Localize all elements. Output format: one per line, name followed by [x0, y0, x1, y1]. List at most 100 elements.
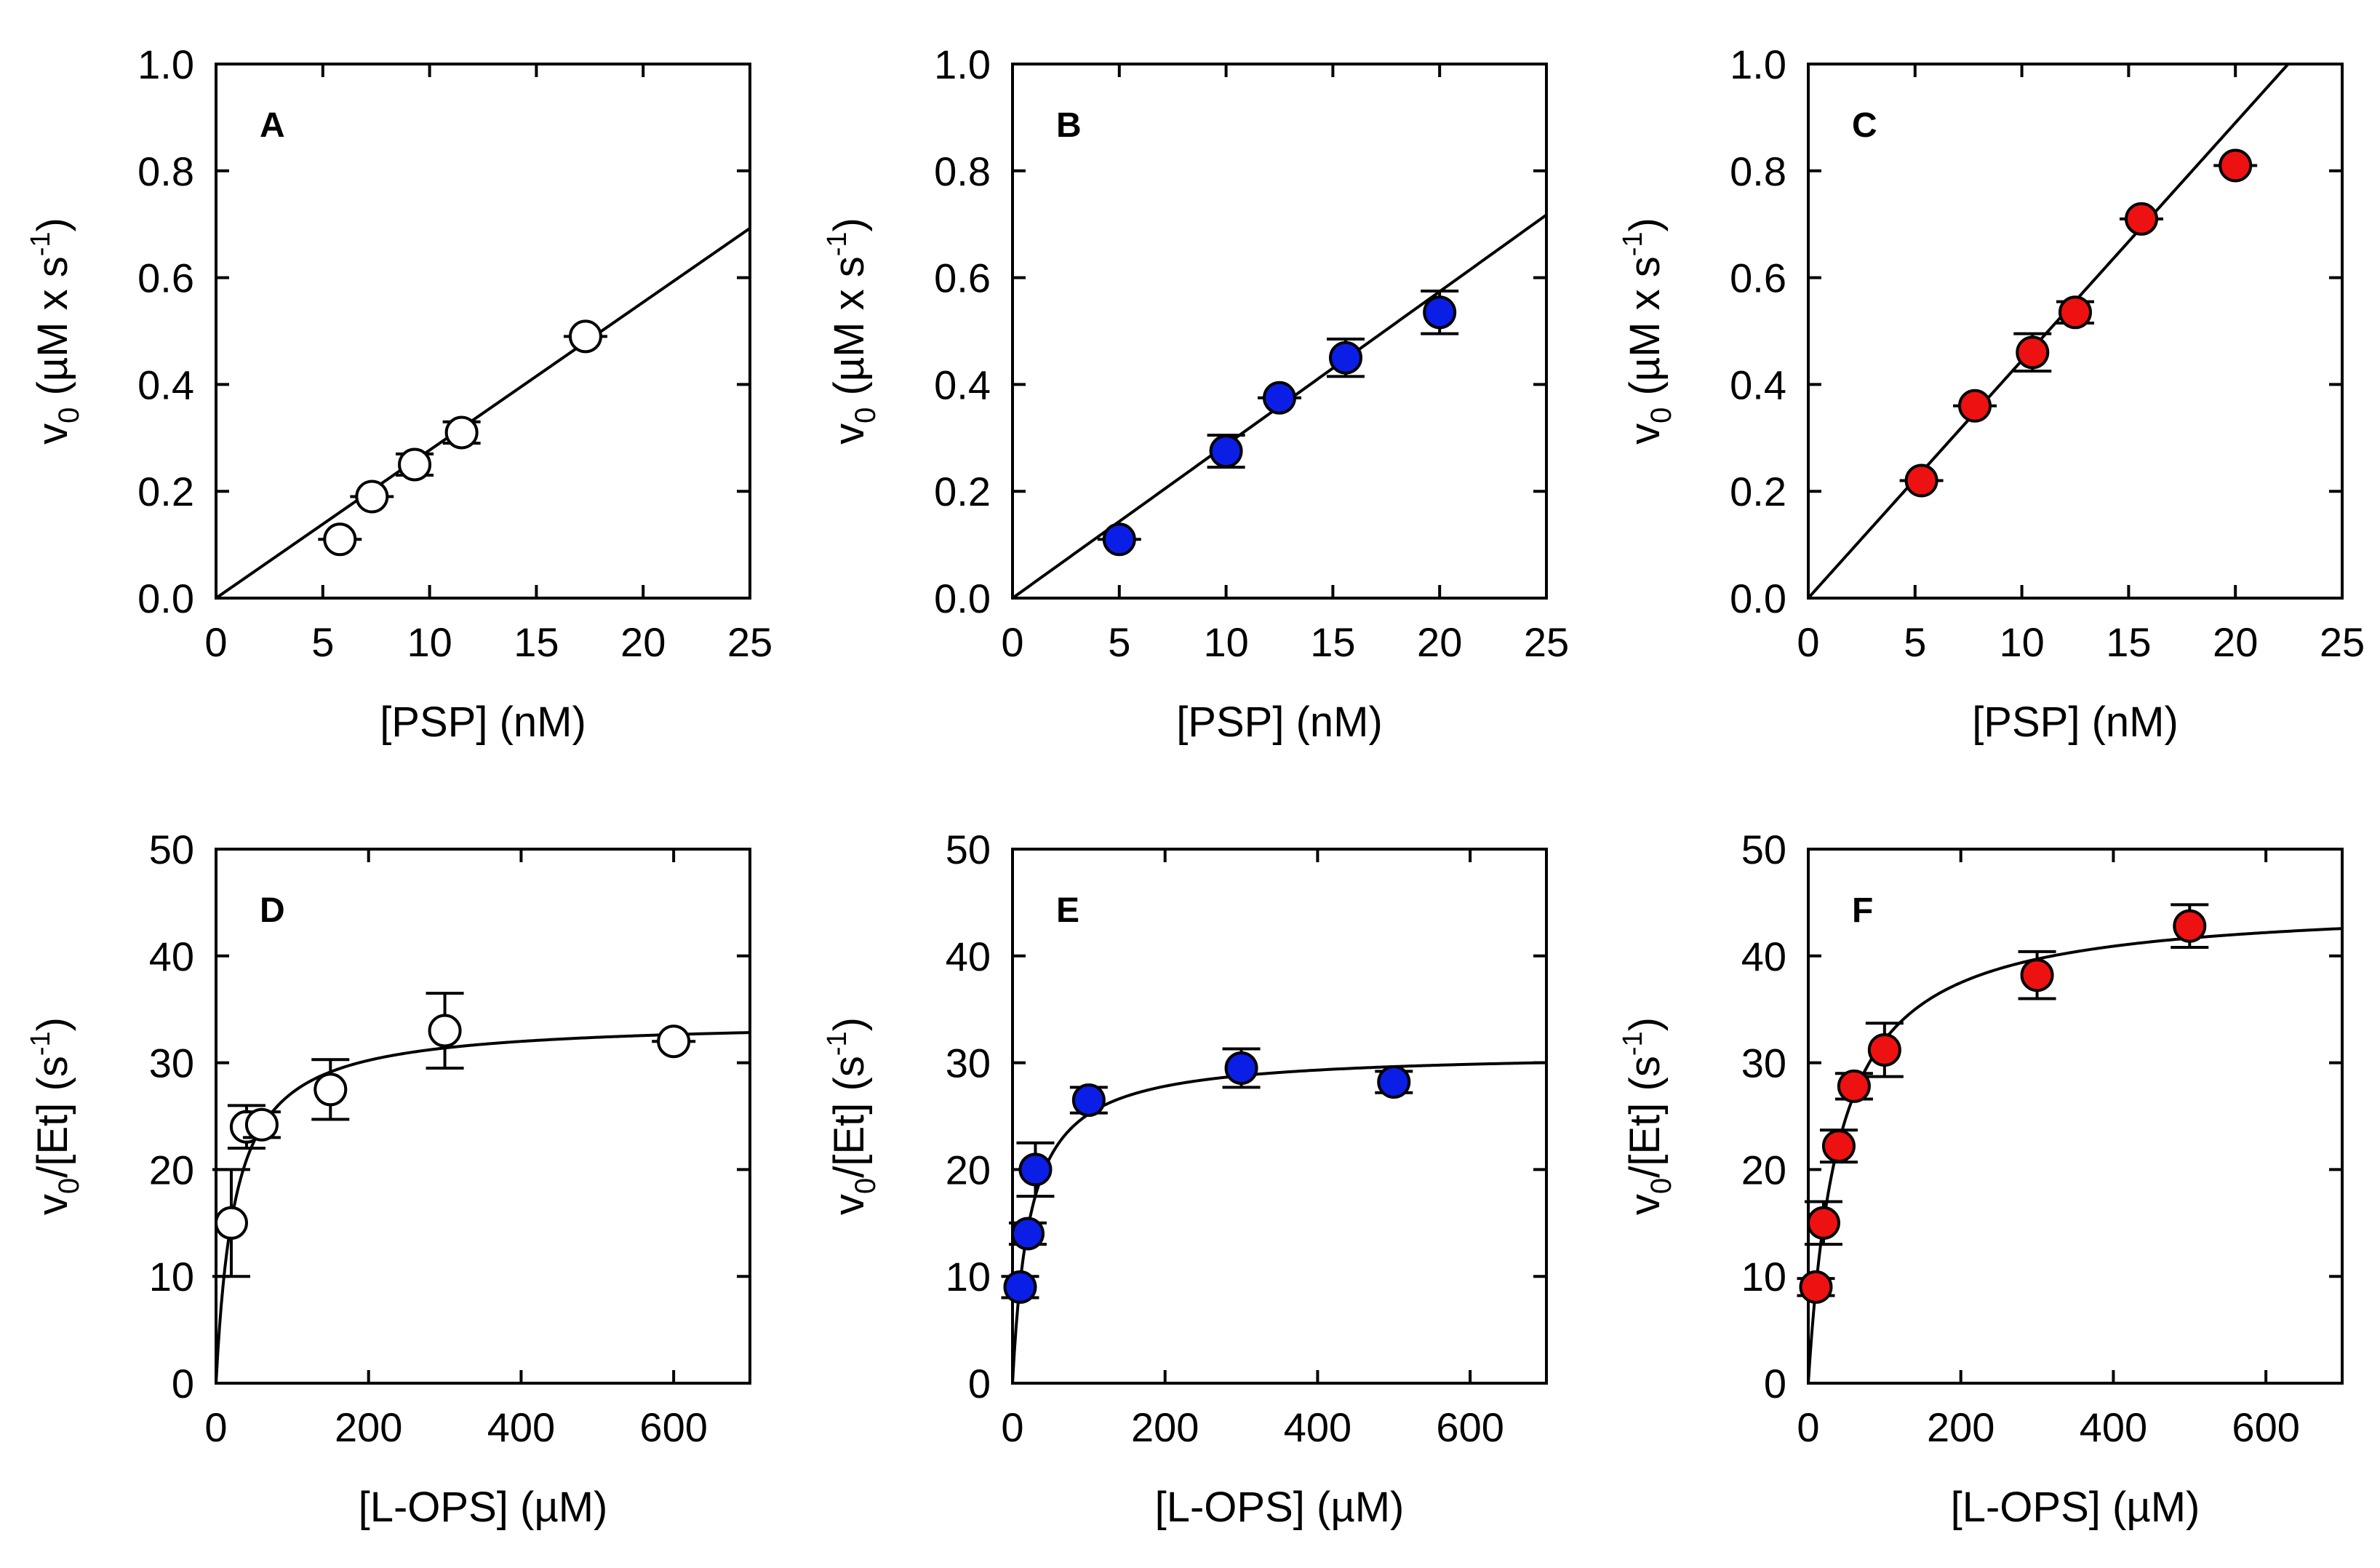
x-tick-label: 25: [1524, 619, 1569, 665]
plot-frame: [215, 848, 751, 1385]
panel-letter: A: [260, 106, 285, 145]
y-tick-label: 40: [946, 934, 991, 979]
x-tick-label: 200: [1927, 1404, 1994, 1450]
x-axis-title: [L-OPS] (µM): [359, 1484, 608, 1531]
panel-letter: D: [260, 891, 285, 930]
panel-letter: B: [1056, 106, 1082, 145]
panel-letter: F: [1852, 891, 1873, 930]
x-tick-label: 5: [1108, 619, 1130, 665]
x-axis-title: [L-OPS] (µM): [1155, 1484, 1405, 1531]
data-point: [2219, 148, 2253, 183]
data-point: [1263, 381, 1296, 415]
data-point: [1806, 1206, 1840, 1240]
y-tick-label: 1.0: [137, 41, 194, 87]
data-point: [1958, 389, 1992, 423]
y-tick-label: 0: [1764, 1361, 1786, 1406]
y-axis-title: v0 (µM x s-1): [1618, 218, 1677, 445]
y-axis-title: v0/[Et] (s-1): [822, 1017, 882, 1215]
y-tick-label: 50: [946, 827, 991, 872]
data-point: [2020, 958, 2054, 992]
x-tick-label: 15: [2106, 619, 2151, 665]
y-axis-title: v0/[Et] (s-1): [25, 1017, 85, 1215]
y-axis-title-sup: -1: [25, 231, 56, 256]
y-axis-title-sup: -1: [1618, 231, 1648, 256]
y-tick-label: 0.0: [934, 576, 991, 621]
x-tick-label: 0: [1001, 619, 1023, 665]
x-tick-label: 15: [514, 619, 559, 665]
data-point: [1224, 1051, 1258, 1085]
data-point: [2125, 202, 2159, 236]
fit-line: [216, 227, 750, 598]
data-point: [1003, 1270, 1037, 1304]
x-tick-label: 400: [2080, 1404, 2147, 1450]
y-tick-label: 0: [172, 1361, 194, 1406]
x-tick-label: 15: [1310, 619, 1355, 665]
x-tick-label: 0: [1797, 1404, 1819, 1450]
y-tick-label: 0.2: [1730, 469, 1786, 514]
y-axis-title-unit: /[Et] (s: [826, 1056, 873, 1178]
panel-letter: E: [1056, 891, 1079, 930]
y-tick-label: 0.6: [1730, 255, 1786, 301]
x-axis-title: [PSP] (nM): [1176, 699, 1383, 746]
x-tick-label: 20: [620, 619, 666, 665]
y-axis-title-sup: -1: [822, 1031, 852, 1056]
y-axis-title-sub: 0: [53, 407, 85, 423]
y-tick-label: 0: [968, 1361, 991, 1406]
x-tick-label: 200: [335, 1404, 402, 1450]
y-tick-label: 0.4: [1730, 362, 1786, 407]
x-axis-title: [PSP] (nM): [380, 699, 586, 746]
x-tick-label: 10: [1999, 619, 2044, 665]
data-point: [2173, 909, 2207, 943]
plot-frame: [215, 63, 751, 600]
fit-line: [1808, 927, 2342, 1383]
y-axis-title-unit: /[Et] (s: [29, 1056, 76, 1178]
y-tick-label: 0.4: [137, 362, 194, 407]
y-axis-title-sub: 0: [850, 407, 882, 423]
y-axis-title-close: ): [826, 1017, 873, 1031]
data-point: [1423, 295, 1457, 330]
x-tick-label: 25: [2320, 619, 2365, 665]
data-point: [444, 415, 479, 450]
y-tick-label: 0.4: [934, 362, 991, 407]
data-point: [1867, 1032, 1901, 1067]
fit-line: [216, 1031, 750, 1383]
y-axis-title-close: ): [1621, 218, 1669, 231]
y-tick-label: 30: [1741, 1040, 1786, 1086]
y-tick-label: 30: [149, 1040, 194, 1086]
x-tick-label: 25: [727, 619, 772, 665]
x-tick-label: 0: [204, 1404, 227, 1450]
y-axis-title: v0 (µM x s-1): [822, 218, 882, 445]
y-axis-title-base: v: [1621, 1194, 1669, 1215]
y-tick-label: 50: [149, 827, 194, 872]
y-axis-title-unit: (µM x s: [29, 256, 76, 407]
y-axis-title-sup: -1: [25, 1031, 56, 1056]
data-point: [1837, 1069, 1871, 1103]
y-tick-label: 40: [1741, 934, 1786, 979]
y-axis-title-close: ): [29, 218, 76, 231]
data-point: [355, 479, 389, 514]
y-tick-label: 0.8: [934, 148, 991, 194]
data-point: [323, 522, 357, 557]
y-tick-label: 20: [149, 1147, 194, 1193]
y-tick-label: 0.6: [934, 255, 991, 301]
y-axis-title-base: v: [826, 1194, 873, 1215]
data-point: [1018, 1153, 1053, 1187]
data-point: [314, 1072, 348, 1107]
x-tick-label: 200: [1131, 1404, 1199, 1450]
x-tick-label: 400: [487, 1404, 555, 1450]
y-tick-label: 50: [1741, 827, 1786, 872]
x-tick-label: 20: [1417, 619, 1462, 665]
data-point: [1010, 1217, 1045, 1251]
x-tick-label: 600: [2232, 1404, 2299, 1450]
x-tick-label: 5: [1904, 619, 1926, 665]
x-axis-title: [L-OPS] (µM): [1951, 1484, 2200, 1531]
y-axis-title-unit: (µM x s: [1621, 256, 1669, 407]
data-point: [1071, 1083, 1106, 1117]
x-tick-label: 0: [204, 619, 227, 665]
y-tick-label: 0.0: [1730, 576, 1786, 621]
panel-a: 0 5 10 15 20 25 0.0 0.2 0.4 0.6 0.8 1.0 A [PSP] (nM) v…: [25, 41, 772, 746]
panel-letter: C: [1852, 106, 1877, 145]
y-axis-title-sup: -1: [1618, 1031, 1648, 1056]
y-axis-title: v0/[Et] (s-1): [1618, 1017, 1677, 1215]
